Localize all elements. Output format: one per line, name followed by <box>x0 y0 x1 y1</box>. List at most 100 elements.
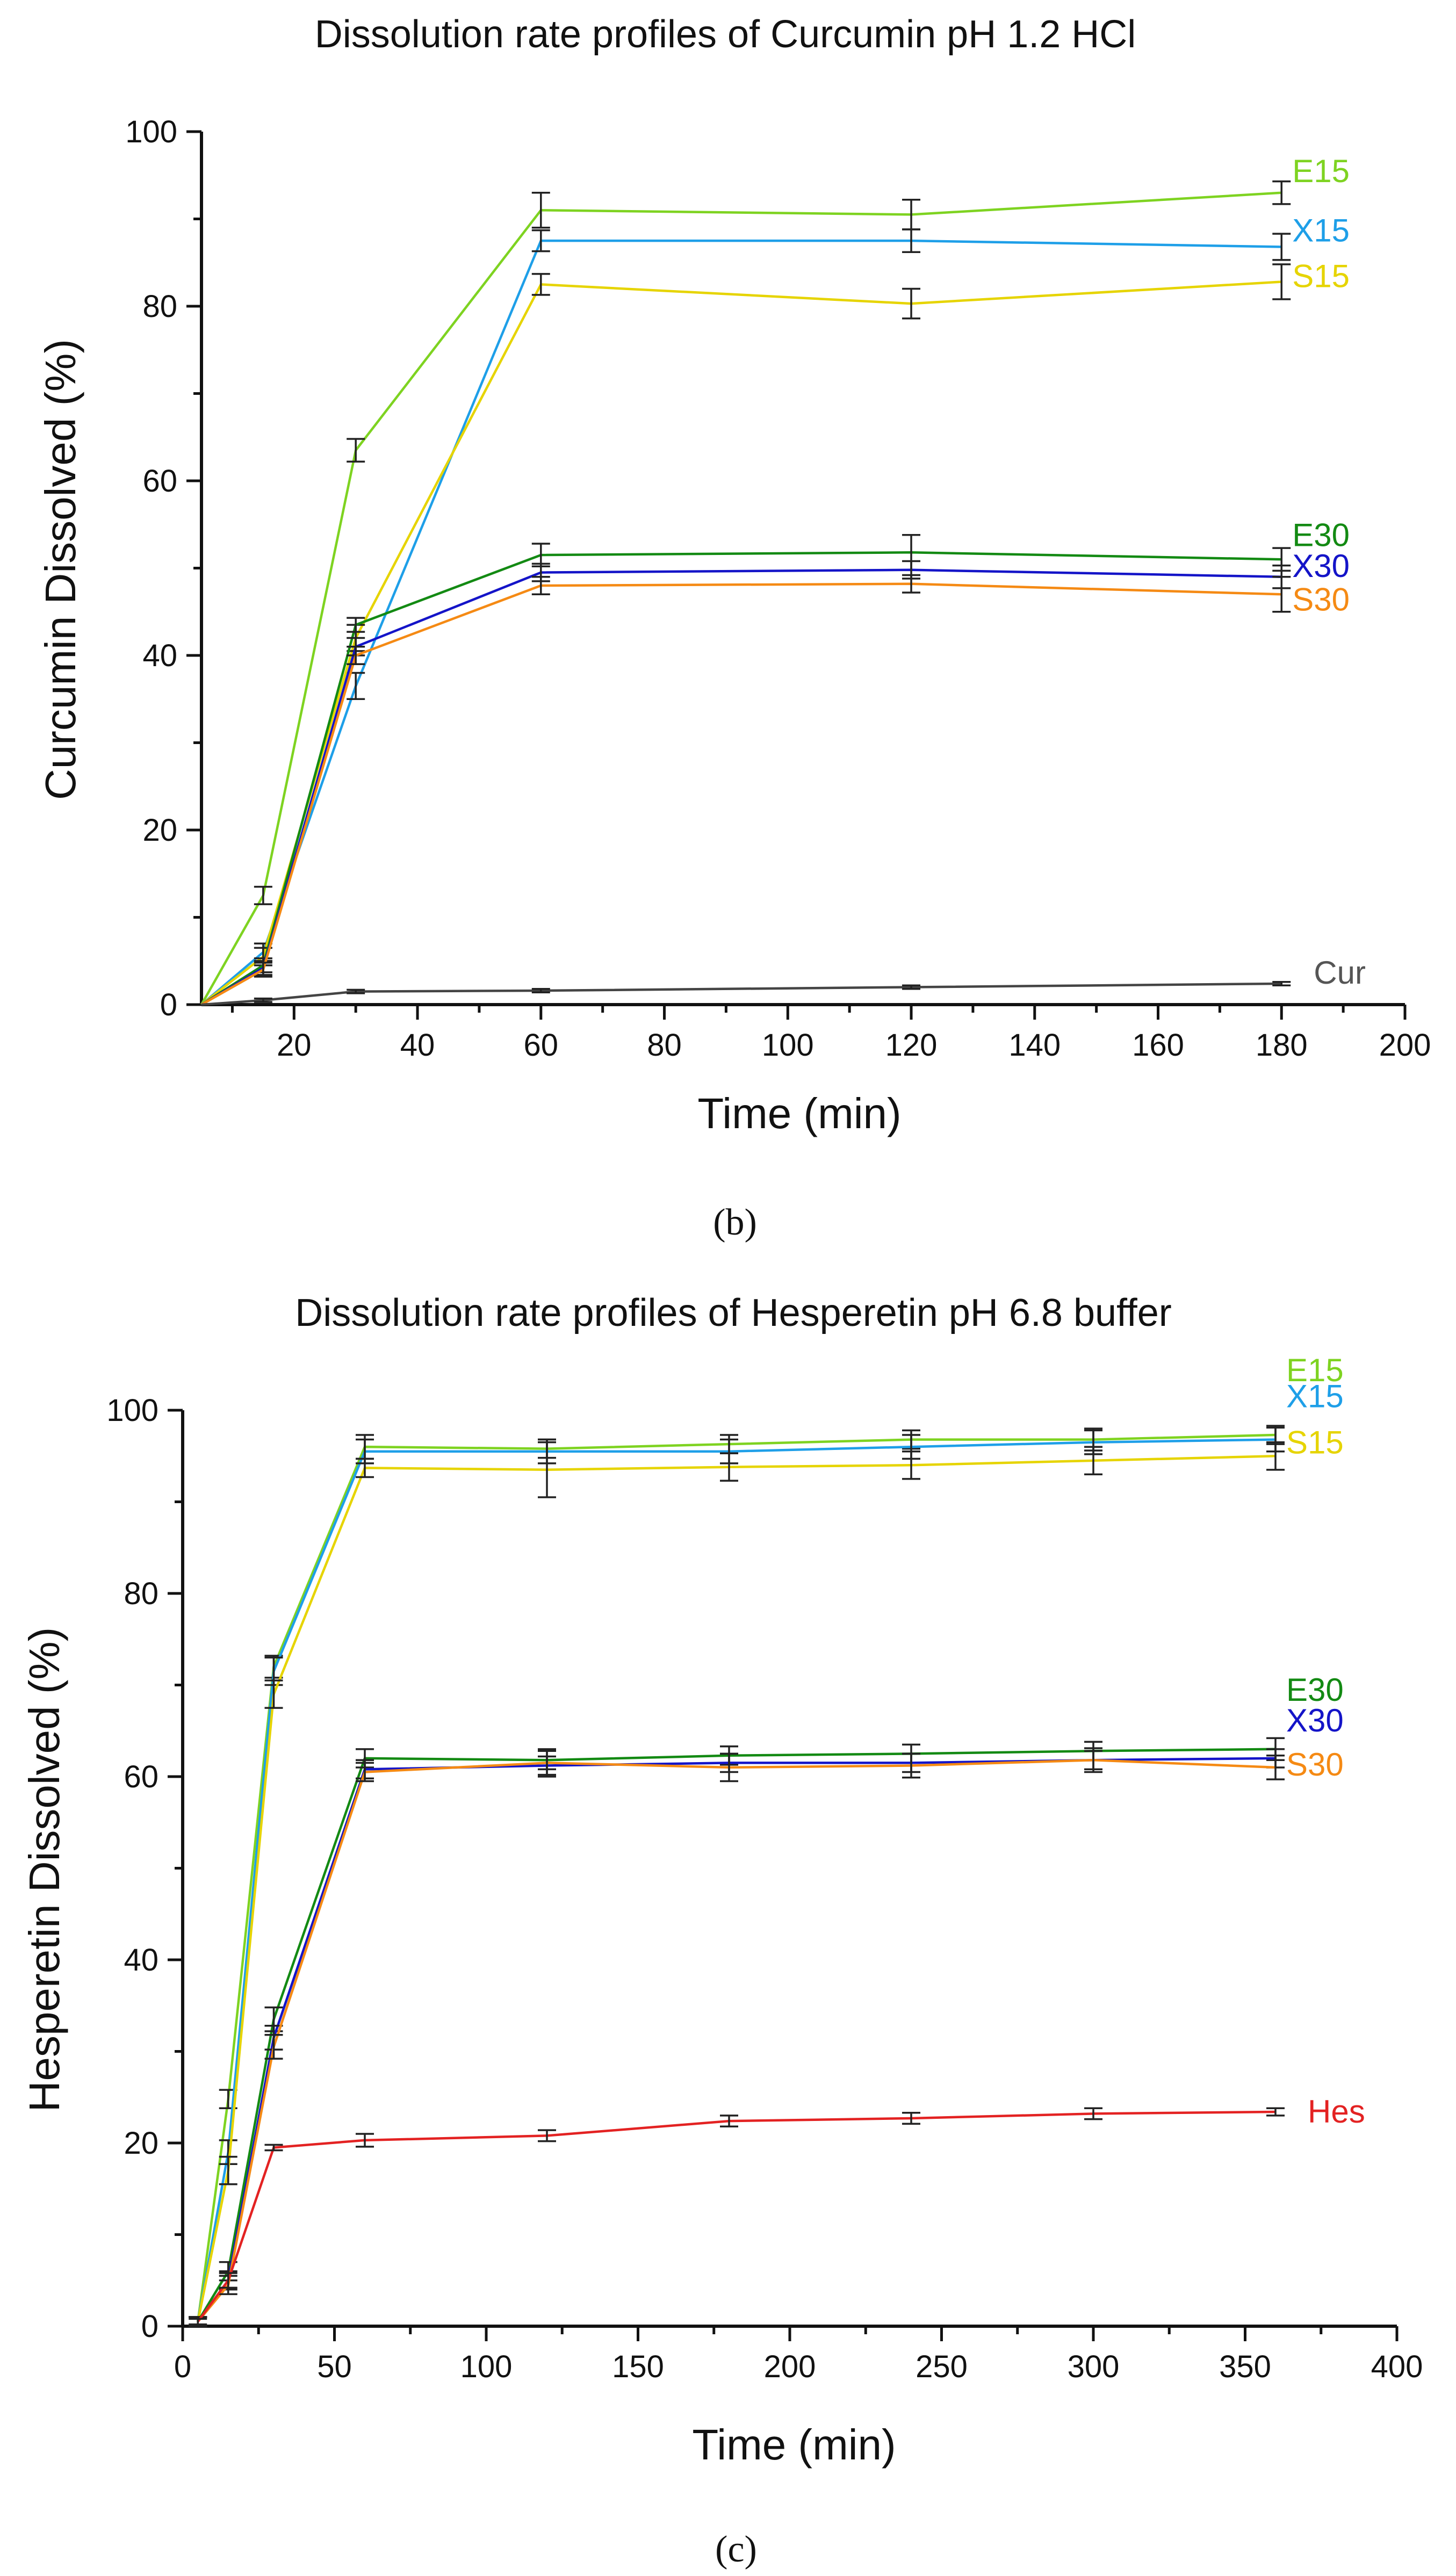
error-bar <box>531 229 550 252</box>
x-tick-label: 60 <box>524 1028 559 1063</box>
error-bar <box>1272 981 1291 986</box>
y-tick-label: 80 <box>124 1576 158 1611</box>
error-bar <box>347 988 365 994</box>
chart-curcumin: Dissolution rate profiles of Curcumin pH… <box>37 13 1431 1243</box>
x-axis-title: Time (min) <box>697 1089 901 1137</box>
x-tick-label: 100 <box>762 1028 814 1063</box>
x-tick-label: 120 <box>885 1028 938 1063</box>
error-bar <box>720 1452 738 1482</box>
chart-title: Dissolution rate profiles of Curcumin pH… <box>315 13 1136 56</box>
series-label-e15: E15 <box>1286 1352 1344 1388</box>
series-line-s15 <box>200 280 1282 1006</box>
series-label-e15: E15 <box>1292 153 1350 189</box>
x-tick-label: 400 <box>1371 2349 1423 2384</box>
error-bar <box>538 2129 556 2142</box>
error-bar <box>1266 2107 1285 2117</box>
error-bar <box>356 1762 374 1783</box>
error-bar <box>264 2034 283 2060</box>
error-bar <box>219 2272 237 2289</box>
series-s15: S15 <box>200 258 1350 1006</box>
error-bar <box>254 997 272 1003</box>
series-line-cur <box>201 982 1282 1006</box>
error-bar <box>538 1441 556 1498</box>
error-bar <box>1272 576 1291 613</box>
chart-title: Dissolution rate profiles of Hesperetin … <box>295 1291 1172 1334</box>
error-bar <box>1272 233 1291 261</box>
axes <box>181 1410 1397 2328</box>
series-x15: X15 <box>189 1379 1344 2327</box>
series-line-s30 <box>200 582 1282 1006</box>
y-tick-label: 60 <box>142 464 177 499</box>
error-bar <box>902 287 921 320</box>
series-e15: E15 <box>200 153 1350 1006</box>
series-label-x30: X30 <box>1286 1702 1344 1738</box>
series-line-x30 <box>197 1757 1276 2322</box>
error-bar <box>254 962 272 978</box>
error-bar <box>720 1752 738 1783</box>
y-tick-label: 20 <box>142 813 177 848</box>
error-bar <box>902 984 921 990</box>
error-bar <box>531 988 550 993</box>
series-label-hes: Hes <box>1308 2094 1365 2130</box>
y-tick-label: 0 <box>160 987 177 1022</box>
error-bar <box>902 1752 920 1779</box>
y-tick-label: 40 <box>124 1943 158 1978</box>
series-label-s30: S30 <box>1286 1747 1344 1783</box>
error-bar <box>531 192 550 229</box>
error-bar <box>1084 1747 1102 1773</box>
error-bar <box>538 1748 556 1778</box>
series-label-e30: E30 <box>1286 1672 1344 1708</box>
series-s30: S30 <box>200 574 1350 1006</box>
series-line-e15 <box>197 1433 1276 2322</box>
series-line-x30 <box>200 568 1282 1006</box>
error-bar <box>531 576 550 595</box>
error-bar <box>347 438 365 463</box>
series-s15: S15 <box>189 1424 1344 2327</box>
x-tick-label: 350 <box>1219 2349 1271 2384</box>
error-bar <box>347 646 365 665</box>
series-line-x15 <box>197 1438 1276 2322</box>
y-tick-label: 100 <box>125 114 177 149</box>
series-line-e30 <box>200 551 1282 1006</box>
series-s30: S30 <box>189 1747 1344 2327</box>
x-tick-label: 80 <box>647 1028 682 1063</box>
error-bar <box>347 617 365 633</box>
ticks: 0 20 40 60 80 100 0 50 100 150 200 250 300 350 400 <box>106 1393 1423 2384</box>
series-x15: X15 <box>200 213 1350 1006</box>
x-tick-label: 50 <box>317 2349 352 2384</box>
error-bar <box>1084 2107 1102 2120</box>
panel-label: (b) <box>713 1202 757 1243</box>
series-line-s30 <box>197 1759 1276 2322</box>
error-bar <box>189 2318 207 2326</box>
y-tick-label: 80 <box>142 289 177 324</box>
chart-hesperetin: Dissolution rate profiles of Hesperetin … <box>20 1291 1423 2570</box>
error-bar <box>219 2155 237 2185</box>
x-tick-label: 160 <box>1132 1028 1184 1063</box>
y-tick-label: 60 <box>124 1759 158 1794</box>
error-bar <box>254 885 272 905</box>
panel-label: (c) <box>715 2529 757 2570</box>
x-tick-label: 200 <box>1379 1028 1431 1063</box>
series-e30: E30 <box>200 517 1350 1006</box>
x-tick-label: 150 <box>612 2349 664 2384</box>
series-label-x30: X30 <box>1292 548 1350 584</box>
x-tick-label: 100 <box>460 2349 513 2384</box>
x-tick-label: 40 <box>400 1028 435 1063</box>
x-tick-label: 140 <box>1008 1028 1061 1063</box>
y-tick-label: 20 <box>124 2126 158 2161</box>
x-tick-label: 200 <box>764 2349 816 2384</box>
series-x30: X30 <box>200 548 1350 1006</box>
error-bar <box>1272 263 1291 300</box>
error-bar <box>720 2115 738 2128</box>
y-tick-label: 40 <box>142 638 177 673</box>
y-tick-label: 100 <box>106 1393 158 1428</box>
error-bar <box>264 1679 283 1709</box>
series-label-s15: S15 <box>1292 258 1350 294</box>
series-label-s30: S30 <box>1292 581 1350 617</box>
x-tick-label: 300 <box>1068 2349 1120 2384</box>
series-e15: E15 <box>189 1352 1344 2327</box>
series-line-e15 <box>200 191 1282 1006</box>
series-label-x15: X15 <box>1292 213 1350 249</box>
error-bar <box>902 1450 920 1480</box>
